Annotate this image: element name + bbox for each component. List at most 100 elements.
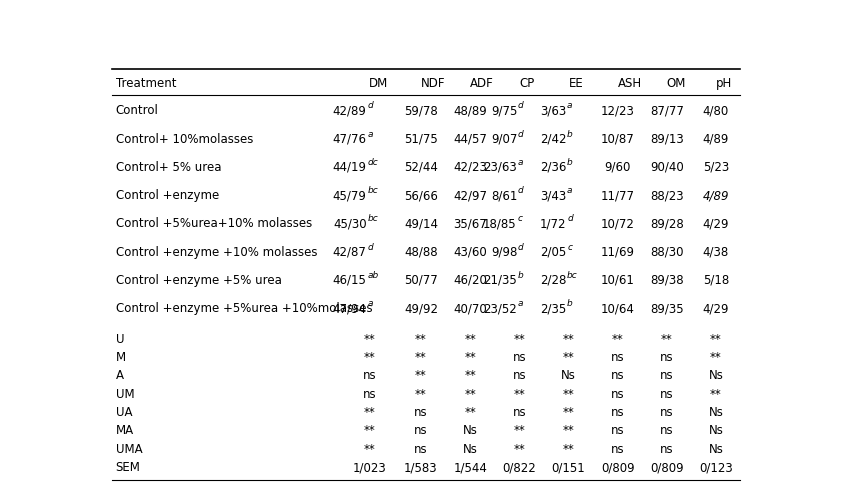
Text: 1/023: 1/023 — [353, 461, 386, 474]
Text: 49/92: 49/92 — [404, 302, 438, 315]
Text: ns: ns — [611, 370, 624, 382]
Text: c: c — [567, 243, 572, 251]
Text: 3/43: 3/43 — [541, 189, 567, 202]
Text: UMA: UMA — [116, 443, 142, 456]
Text: Ns: Ns — [709, 406, 723, 419]
Text: 42/97: 42/97 — [453, 189, 487, 202]
Text: 12/23: 12/23 — [601, 104, 634, 118]
Text: a: a — [518, 299, 523, 308]
Text: **: ** — [514, 425, 525, 437]
Text: **: ** — [661, 333, 673, 346]
Text: 4/29: 4/29 — [703, 217, 729, 230]
Text: 10/87: 10/87 — [601, 132, 634, 145]
Text: 9/07: 9/07 — [491, 132, 517, 145]
Text: **: ** — [563, 425, 574, 437]
Text: ns: ns — [611, 351, 624, 364]
Text: 89/13: 89/13 — [650, 132, 684, 145]
Text: **: ** — [415, 333, 427, 346]
Text: Control +5%urea+10% molasses: Control +5%urea+10% molasses — [116, 217, 312, 230]
Text: 0/809: 0/809 — [650, 461, 684, 474]
Text: d: d — [518, 129, 524, 138]
Text: **: ** — [514, 443, 525, 456]
Text: **: ** — [415, 388, 427, 401]
Text: ns: ns — [660, 370, 673, 382]
Text: 59/78: 59/78 — [404, 104, 438, 118]
Text: a: a — [367, 129, 373, 138]
Text: 49/14: 49/14 — [404, 217, 438, 230]
Text: 1/583: 1/583 — [404, 461, 437, 474]
Text: 10/61: 10/61 — [601, 274, 634, 287]
Text: **: ** — [364, 333, 375, 346]
Text: **: ** — [514, 333, 525, 346]
Text: 0/123: 0/123 — [699, 461, 733, 474]
Text: b: b — [567, 129, 573, 138]
Text: 42/23: 42/23 — [453, 161, 487, 174]
Text: 0/822: 0/822 — [503, 461, 536, 474]
Text: pH: pH — [716, 77, 733, 90]
Text: ns: ns — [611, 443, 624, 456]
Text: 2/36: 2/36 — [540, 161, 567, 174]
Text: 5/23: 5/23 — [703, 161, 729, 174]
Text: 51/75: 51/75 — [404, 132, 438, 145]
Text: 42/87: 42/87 — [332, 246, 367, 258]
Text: ns: ns — [513, 351, 526, 364]
Text: 88/23: 88/23 — [650, 189, 684, 202]
Text: Treatment: Treatment — [116, 77, 176, 90]
Text: 9/98: 9/98 — [491, 246, 517, 258]
Text: **: ** — [464, 333, 476, 346]
Text: UA: UA — [116, 406, 132, 419]
Text: 1/72: 1/72 — [540, 217, 567, 230]
Text: ASH: ASH — [618, 77, 642, 90]
Text: 50/77: 50/77 — [404, 274, 438, 287]
Text: ns: ns — [660, 406, 673, 419]
Text: 46/20: 46/20 — [453, 274, 487, 287]
Text: Ns: Ns — [709, 370, 723, 382]
Text: 44/57: 44/57 — [453, 132, 487, 145]
Text: 4/89: 4/89 — [703, 132, 729, 145]
Text: 90/40: 90/40 — [650, 161, 684, 174]
Text: d: d — [567, 214, 573, 223]
Text: 4/80: 4/80 — [703, 104, 729, 118]
Text: **: ** — [710, 388, 722, 401]
Text: c: c — [518, 214, 523, 223]
Text: b: b — [567, 158, 573, 167]
Text: 5/18: 5/18 — [703, 274, 729, 287]
Text: bc: bc — [567, 271, 578, 280]
Text: 21/35: 21/35 — [483, 274, 517, 287]
Text: 10/72: 10/72 — [601, 217, 634, 230]
Text: d: d — [518, 186, 524, 195]
Text: 2/05: 2/05 — [541, 246, 567, 258]
Text: **: ** — [464, 351, 476, 364]
Text: ns: ns — [362, 388, 376, 401]
Text: **: ** — [415, 351, 427, 364]
Text: **: ** — [364, 406, 375, 419]
Text: **: ** — [563, 443, 574, 456]
Text: Ns: Ns — [709, 443, 723, 456]
Text: 48/88: 48/88 — [404, 246, 437, 258]
Text: 89/28: 89/28 — [650, 217, 684, 230]
Text: **: ** — [563, 333, 574, 346]
Text: **: ** — [464, 370, 476, 382]
Text: 43/60: 43/60 — [453, 246, 487, 258]
Text: 0/809: 0/809 — [601, 461, 634, 474]
Text: d: d — [367, 101, 373, 110]
Text: 11/77: 11/77 — [601, 189, 634, 202]
Text: **: ** — [563, 406, 574, 419]
Text: ab: ab — [367, 271, 379, 280]
Text: ns: ns — [660, 425, 673, 437]
Text: **: ** — [364, 351, 375, 364]
Text: 45/30: 45/30 — [333, 217, 367, 230]
Text: **: ** — [415, 370, 427, 382]
Text: MA: MA — [116, 425, 134, 437]
Text: 4/38: 4/38 — [703, 246, 729, 258]
Text: 11/69: 11/69 — [601, 246, 634, 258]
Text: 4/89: 4/89 — [703, 189, 729, 202]
Text: a: a — [567, 101, 573, 110]
Text: DM: DM — [369, 77, 388, 90]
Text: **: ** — [710, 333, 722, 346]
Text: Ns: Ns — [561, 370, 576, 382]
Text: 18/85: 18/85 — [483, 217, 517, 230]
Text: d: d — [367, 243, 373, 251]
Text: Control +enzyme +5% urea: Control +enzyme +5% urea — [116, 274, 282, 287]
Text: d: d — [518, 243, 524, 251]
